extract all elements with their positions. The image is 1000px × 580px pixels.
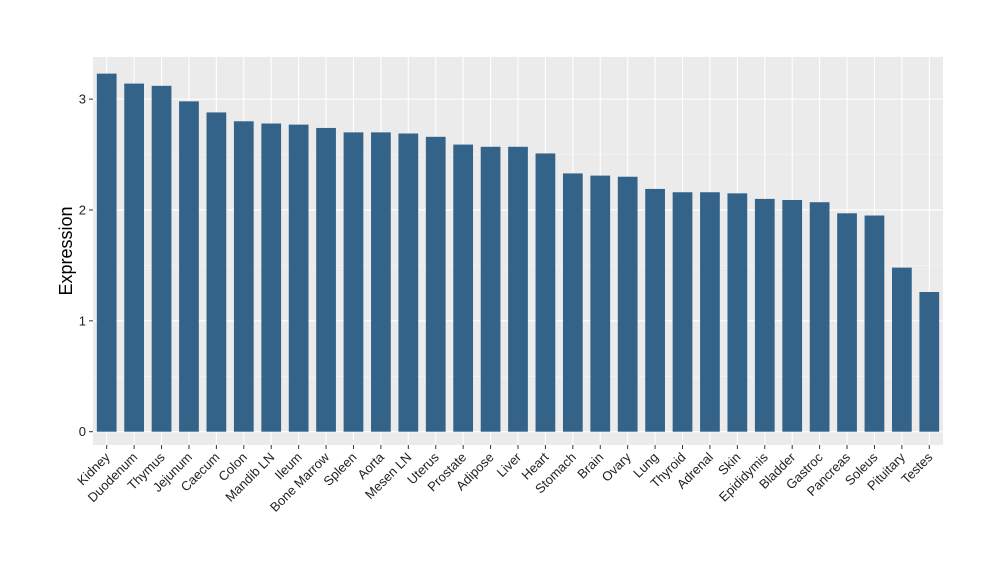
x-tick-label: Testes [898, 449, 936, 487]
bar-brain [590, 175, 611, 432]
bar-bladder [782, 200, 803, 432]
y-tick-label: 3 [79, 92, 86, 107]
bars [96, 73, 940, 432]
x-tick-label: Ovary [599, 449, 634, 484]
bar-caecum [206, 112, 227, 432]
bar-epididymis [754, 198, 775, 432]
bar-ileum [288, 124, 309, 432]
x-axis: KidneyDuodenumThymusJejunumCaecumColonMa… [74, 445, 936, 515]
bar-pituitary [892, 267, 912, 432]
x-tick-label: Liver [494, 449, 525, 480]
y-tick-label: 2 [79, 202, 86, 217]
y-tick-label: 1 [79, 313, 86, 328]
bar-ovary [617, 176, 638, 432]
bar-adipose [480, 146, 501, 432]
y-tick-label: 0 [79, 424, 86, 439]
bar-prostate [453, 144, 474, 432]
bar-uterus [425, 136, 446, 432]
y-axis: 0 1 2 3 [79, 92, 93, 439]
bar-thyroid [672, 192, 693, 432]
bar-testes [919, 292, 940, 432]
bar-soleus [864, 215, 885, 432]
bar-lung [645, 188, 665, 432]
bar-kidney [96, 73, 117, 432]
bar-jejunum [179, 101, 199, 432]
bar-skin [727, 193, 748, 432]
bar-spleen [343, 132, 364, 432]
bar-colon [233, 121, 254, 432]
bar-stomach [562, 173, 583, 432]
bar-mesen-ln [398, 133, 419, 432]
bar-heart [535, 153, 556, 432]
bar-mandib-ln [261, 123, 282, 432]
y-axis-label: Expression [56, 206, 76, 295]
bar-pancreas [837, 213, 857, 432]
bar-gastroc [809, 202, 830, 432]
bar-thymus [151, 85, 172, 432]
bar-bone-marrow [316, 127, 336, 432]
bar-aorta [371, 132, 391, 432]
bar-duodenum [124, 83, 144, 432]
bar-liver [508, 146, 528, 432]
bar-adrenal [700, 192, 720, 432]
